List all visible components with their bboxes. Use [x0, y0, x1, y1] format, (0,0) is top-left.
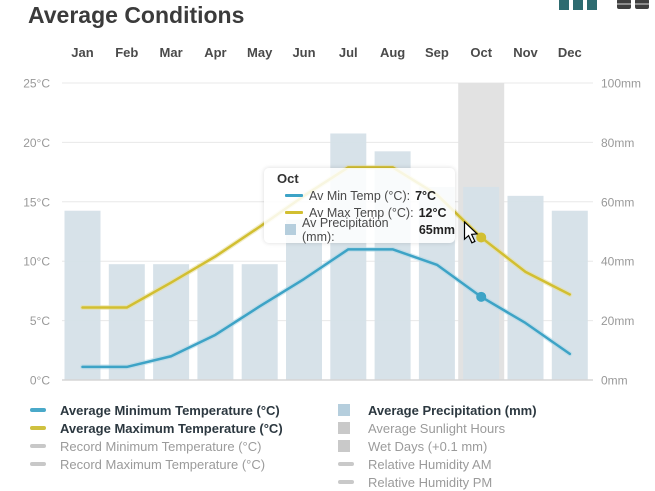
precip-bar-nov[interactable]	[507, 195, 544, 380]
legend-swatch-line-icon	[338, 462, 354, 466]
legend-item-average-precipitation-mm[interactable]: Average Precipitation (mm)	[338, 401, 537, 419]
y-axis-label-right: 80mm	[601, 136, 634, 150]
legend-item-label: Average Maximum Temperature (°C)	[60, 420, 283, 436]
page-title: Average Conditions	[28, 2, 245, 28]
legend-swatch-line-icon	[338, 480, 354, 484]
tooltip-swatch-square-icon	[285, 224, 296, 235]
max-temp-point-oct[interactable]	[476, 232, 487, 243]
month-label-jan: Jan	[71, 45, 93, 60]
legend-item-average-minimum-temperature-c[interactable]: Average Minimum Temperature (°C)	[30, 401, 283, 419]
precip-bar-jan[interactable]	[64, 210, 101, 380]
y-axis-label-left: 15°C	[23, 195, 50, 209]
tooltip-title: Oct	[277, 171, 299, 186]
legend-item-relative-humidity-am[interactable]: Relative Humidity AM	[338, 455, 537, 473]
legend-swatch-square-icon	[338, 404, 354, 416]
legend-swatch-shape	[338, 404, 350, 416]
legend-item-label: Average Sunlight Hours	[368, 420, 506, 436]
view-toggle-icons	[559, 0, 649, 10]
legend-swatch-square-icon	[338, 422, 354, 434]
legend-item-label: Average Minimum Temperature (°C)	[60, 402, 280, 418]
month-label-sep: Sep	[425, 45, 449, 60]
table-view-icon-cell	[635, 0, 649, 9]
y-axis-label-left: 0°C	[30, 374, 50, 388]
legend-item-record-maximum-temperature-c[interactable]: Record Maximum Temperature (°C)	[30, 455, 283, 473]
mouse-cursor-arrow	[463, 221, 479, 244]
month-label-feb: Feb	[115, 45, 138, 60]
tooltip-label: Av Precipitation (mm):	[302, 215, 389, 244]
precip-bar-oct[interactable]	[463, 186, 500, 380]
month-label-aug: Aug	[380, 45, 405, 60]
y-axis-label-left: 5°C	[30, 314, 50, 328]
y-axis-label-right: 60mm	[601, 195, 634, 209]
precip-bar-may[interactable]	[241, 264, 278, 380]
legend-precipitation: Average Precipitation (mm) Average Sunlig…	[338, 401, 537, 491]
tooltip-label: Av Max Temp (°C):	[309, 205, 414, 220]
y-axis-label-right: 100mm	[601, 77, 641, 91]
tooltip-value: 65mm	[418, 222, 455, 237]
tooltip-row-av-precipitation-mm: Av Precipitation (mm): 65mm	[264, 216, 455, 244]
legend-item-label: Relative Humidity PM	[368, 474, 493, 490]
tooltip-row-av-min-temp-c: Av Min Temp (°C): 7°C	[264, 187, 455, 204]
legend-item-average-maximum-temperature-c[interactable]: Average Maximum Temperature (°C)	[30, 419, 283, 437]
legend-item-label: Record Maximum Temperature (°C)	[60, 456, 266, 472]
tooltip-label: Av Min Temp (°C):	[309, 188, 411, 203]
y-axis-label-right: 20mm	[601, 314, 634, 328]
chart-tooltip: Oct Av Min Temp (°C): 7°C Av Max Temp (°C)…	[264, 168, 455, 244]
min-temp-line	[81, 248, 572, 369]
month-label-jul: Jul	[339, 45, 358, 60]
table-view-icon[interactable]	[617, 0, 649, 9]
month-label-dec: Dec	[558, 45, 582, 60]
legend-swatch-line-icon	[30, 408, 46, 412]
legend-swatch-shape	[30, 462, 46, 466]
legend-item-label: Record Minimum Temperature (°C)	[60, 438, 262, 454]
legend-item-label: Wet Days (+0.1 mm)	[368, 438, 488, 454]
bar-chart-icon-bar	[573, 0, 583, 10]
legend-swatch-shape	[30, 426, 46, 430]
bar-chart-icon-bar	[587, 0, 597, 10]
bar-chart-icon-bar	[559, 0, 569, 10]
legend-swatch-line-icon	[30, 462, 46, 466]
legend-swatch-line-icon	[30, 444, 46, 448]
legend-swatch-shape	[30, 444, 46, 448]
precip-bar-apr[interactable]	[197, 264, 234, 380]
y-axis-label-left: 20°C	[23, 136, 50, 150]
y-axis-label-right: 0mm	[601, 374, 628, 388]
legend-item-label: Average Precipitation (mm)	[368, 402, 537, 418]
legend-item-wet-days-0-1-mm[interactable]: Wet Days (+0.1 mm)	[338, 437, 537, 455]
tooltip-row-av-max-temp-c: Av Max Temp (°C): 12°C	[264, 204, 455, 221]
legend-item-average-sunlight-hours[interactable]: Average Sunlight Hours	[338, 419, 537, 437]
legend-swatch-shape	[30, 408, 46, 412]
month-label-nov: Nov	[513, 45, 538, 60]
legend-swatch-shape	[338, 440, 350, 452]
bar-chart-icon[interactable]	[559, 0, 597, 10]
y-axis-label-left: 25°C	[23, 77, 50, 91]
legend-swatch-line-icon	[30, 426, 46, 430]
month-label-oct: Oct	[470, 45, 492, 60]
legend-item-relative-humidity-pm[interactable]: Relative Humidity PM	[338, 473, 537, 491]
y-axis-label-right: 40mm	[601, 255, 634, 269]
legend-swatch-shape	[338, 462, 354, 466]
y-axis-label-left: 10°C	[23, 255, 50, 269]
legend-swatch-shape	[338, 480, 354, 484]
month-label-mar: Mar	[160, 45, 183, 60]
tooltip-swatch-line-icon	[285, 211, 303, 214]
tooltip-value: 7°C	[415, 188, 437, 203]
month-label-apr: Apr	[204, 45, 226, 60]
legend-item-label: Relative Humidity AM	[368, 456, 492, 472]
legend-item-record-minimum-temperature-c[interactable]: Record Minimum Temperature (°C)	[30, 437, 283, 455]
precip-bar-feb[interactable]	[108, 264, 145, 380]
precip-bar-jun[interactable]	[286, 219, 322, 380]
mouse-cursor	[463, 221, 479, 244]
tooltip-value: 12°C	[418, 205, 447, 220]
legend-temperature: Average Minimum Temperature (°C) Average …	[30, 401, 283, 473]
table-view-icon-cell	[617, 0, 631, 9]
month-label-jun: Jun	[292, 45, 315, 60]
legend-swatch-shape	[338, 422, 350, 434]
month-label-may: May	[247, 45, 273, 60]
min-temp-point-oct[interactable]	[476, 291, 487, 302]
tooltip-swatch-line-icon	[285, 194, 303, 197]
legend-swatch-square-icon	[338, 440, 354, 452]
